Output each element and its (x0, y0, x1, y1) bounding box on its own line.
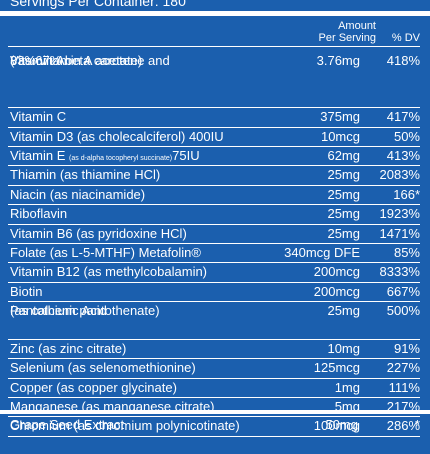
nutrient-dv: 500% (386, 303, 420, 319)
nutrient-dv: 413% (386, 147, 420, 163)
nutrient-name: Vitamin B6 (as pyridoxine HCl) (10, 225, 187, 241)
nutrient-row: Zinc (as zinc citrate) 10mg 91% (8, 340, 420, 360)
nutrient-name: Vitamin A (10, 53, 65, 68)
nutrient-amount: 62mg (327, 147, 360, 163)
nutrient-line: Vitamin A 3.76mg 418% (8, 52, 420, 70)
amount-header-line1: Amount (338, 20, 376, 32)
nutrient-row: Riboflavin 25mg 1923% (8, 205, 420, 225)
nutrient-amount: 25mg (327, 206, 360, 222)
nutrient-line: Zinc (as zinc citrate) 10mg 91% (8, 340, 420, 358)
nutrient-name: Copper (as copper glycinate) (10, 379, 177, 395)
nutrient-dv: 1471% (379, 225, 420, 241)
amount-per-serving-header: Amount Per Serving (300, 20, 376, 44)
top-rule (0, 11, 430, 16)
nutrient-name: Niacin (as niacinamide) (10, 186, 146, 202)
nutrient-row: Vitamin E (as d-alpha tocopheryl succina… (8, 147, 420, 167)
nutrient-line: Thiamin (as thiamine HCl) 25mg 2083% (8, 166, 420, 184)
nutrient-name: Grape Seed Extract (10, 417, 125, 432)
nutrient-name: Thiamin (as thiamine HCl) (10, 167, 161, 183)
nutrient-source-small: (as d-alpha tocopheryl succinate) (69, 154, 173, 162)
dv-header: % DV (391, 32, 420, 44)
nutrient-line: Vitamin D3 (as cholecalciferol) 400IU 10m… (8, 128, 420, 146)
nutrient-name: Vitamin C (10, 109, 67, 125)
nutrient-dv: 166* (393, 186, 420, 202)
nutrient-amount: 375mg (320, 109, 360, 125)
nutrient-dv: 91% (393, 340, 420, 356)
nutrient-line: Vitamin C 375mg 417% (8, 108, 420, 126)
nutrient-row: Thiamin (as thiamine HCl) 25mg 2083% (8, 166, 420, 186)
nutrient-dv: 1923% (379, 206, 420, 222)
nutrient-amount: 50mg (325, 417, 358, 432)
nutrient-iu: 75IU (172, 147, 200, 163)
nutrient-amount: 10mcg (320, 128, 360, 144)
nutrient-dv: 8333% (379, 264, 420, 280)
nutrient-row: Pantothenic Acid 25mg 500% (as calcium pant… (8, 302, 420, 340)
nutrient-line: Vitamin B12 (as methylcobalamin) 200mcg 83… (8, 263, 420, 281)
nutrient-line: Folate (as L-5-MTHF) Metafolin® 340mcg DF… (8, 244, 420, 262)
nutrient-dv: 227% (386, 360, 420, 376)
nutrient-dv: 418% (386, 53, 420, 68)
nutrient-line: Vitamin B6 (as pyridoxine HCl) 25mg 1471% (8, 225, 420, 243)
servings-per-container: Servings Per Container: 180 (10, 0, 186, 9)
nutrient-dv: 2083% (379, 167, 420, 183)
nutrient-row: Copper (as copper glycinate) 1mg 111% (8, 379, 420, 399)
nutrient-table: Vitamin A 3.76mg 418% ( as 67% beta caroten… (8, 52, 420, 437)
nutrient-name: Vitamin B12 (as methylcobalamin) (10, 264, 208, 280)
footer-section: Grape Seed Extract 50mg * (0, 410, 430, 454)
nutrient-amount: 200mcg (313, 264, 360, 280)
nutrient-amount: 25mg (327, 303, 360, 319)
nutrient-dv: * (414, 417, 420, 432)
nutrient-row: Vitamin C 375mg 417% (8, 108, 420, 128)
nutrient-dv: 50% (393, 128, 420, 144)
nutrient-name: Riboflavin (10, 206, 68, 222)
nutrient-row: Vitamin B12 (as methylcobalamin) 200mcg 83… (8, 263, 420, 283)
nutrient-amount: 25mg (327, 225, 360, 241)
nutrient-dv: 417% (386, 109, 420, 125)
nutrient-row: Folate (as L-5-MTHF) Metafolin® 340mcg DF… (8, 244, 420, 264)
footer-row: Grape Seed Extract 50mg * (10, 416, 420, 434)
nutrient-name: Vitamin E (10, 147, 66, 163)
nutrient-detail-line: (as calcium pantothenate) (8, 303, 420, 338)
nutrient-source: ( as 67% beta carotene and (10, 53, 170, 68)
nutrient-line: Selenium (as selenomethionine) 125mcg 227% (8, 359, 420, 377)
nutrient-amount: 10mg (327, 340, 360, 356)
nutrient-dv: 85% (393, 244, 420, 260)
nutrient-line: Riboflavin 25mg 1923% (8, 205, 420, 223)
nutrient-detail-line: ( as 67% beta carotene and (8, 53, 420, 88)
amount-header-line2: Per Serving (318, 32, 376, 44)
nutrient-dv: 111% (388, 379, 420, 395)
header-rule (8, 46, 420, 47)
nutrient-amount: 125mcg (313, 360, 360, 376)
nutrient-row: Vitamin D3 (as cholecalciferol) 400IU 10m… (8, 128, 420, 147)
nutrient-line: Vitamin E (as d-alpha tocopheryl succina… (8, 147, 420, 165)
nutrient-line: Copper (as copper glycinate) 1mg 111% (8, 379, 420, 397)
nutrient-name-wrap: Vitamin E (as d-alpha tocopheryl succina… (10, 147, 200, 168)
nutrient-amount: 3.76mg (316, 53, 360, 68)
nutrient-name: Selenium (as selenomethionine) (10, 360, 196, 376)
nutrient-line: Biotin 200mcg 667% (8, 283, 420, 301)
nutrient-detail-line: 33% vitamin A acetate) (8, 53, 420, 107)
nutrient-dv: 667% (386, 283, 420, 299)
nutrient-amount: 25mg (327, 186, 360, 202)
nutrient-row: Selenium (as selenomethionine) 125mcg 227% (8, 359, 420, 379)
nutrient-source: 33% vitamin A acetate) (10, 53, 143, 68)
nutrient-name: Pantothenic Acid (10, 303, 107, 319)
nutrient-amount: 340mcg DFE (284, 244, 360, 260)
nutrient-amount: 1mg (334, 379, 360, 395)
nutrient-row: Vitamin A 3.76mg 418% ( as 67% beta caroten… (8, 52, 420, 109)
nutrient-name: Vitamin D3 (as cholecalciferol) 400IU (10, 128, 224, 144)
nutrient-name: Zinc (as zinc citrate) (10, 340, 127, 356)
nutrient-line: Niacin (as niacinamide) 25mg 166* (8, 186, 420, 204)
nutrient-amount: 200mcg (313, 283, 360, 299)
nutrient-source: (as calcium pantothenate) (10, 303, 160, 319)
nutrient-row: Biotin 200mcg 667% (8, 283, 420, 303)
nutrient-name: Biotin (10, 283, 43, 299)
nutrient-row: Vitamin B6 (as pyridoxine HCl) 25mg 1471% (8, 225, 420, 244)
nutrient-row: Niacin (as niacinamide) 25mg 166* (8, 186, 420, 206)
nutrient-amount: 25mg (327, 167, 360, 183)
nutrient-name: Folate (as L-5-MTHF) Metafolin® (10, 244, 201, 260)
nutrient-line: Pantothenic Acid 25mg 500% (8, 302, 420, 320)
